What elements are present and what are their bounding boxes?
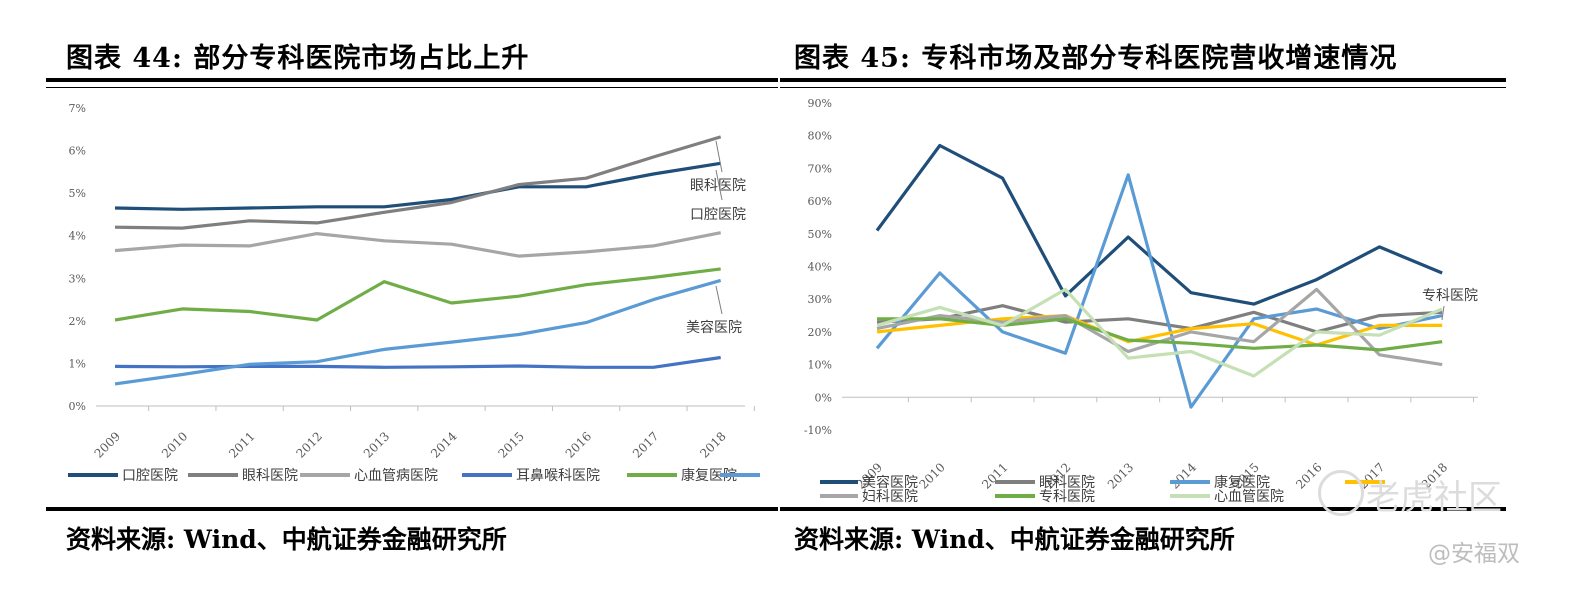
right-annotation-leader [1441, 305, 1445, 321]
left-y-tick-label: 6% [69, 145, 86, 158]
left-series-line-4 [114, 355, 721, 369]
right-legend-label: 妇科医院 [862, 488, 918, 505]
right-y-tick-label: 70% [808, 162, 832, 175]
right-legend-label: 康复医院 [1214, 474, 1270, 491]
right-y-tick-label: 30% [808, 293, 832, 306]
left-annotation-label: 口腔医院 [690, 207, 746, 223]
right-legend-label: 专科医院 [1039, 489, 1095, 505]
right-top-thin-rule [780, 87, 1506, 88]
left-series-line-3 [114, 231, 722, 258]
right-y-tick-label: 50% [808, 228, 832, 241]
left-x-tick-label: 2012 [294, 429, 325, 460]
left-series-line-5 [114, 267, 721, 322]
left-series-line-1 [114, 161, 721, 211]
left-y-tick-label: 2% [69, 315, 86, 328]
right-legend-label: 眼科医院 [1039, 475, 1095, 491]
left-legend-label: 耳鼻喉科医院 [516, 467, 600, 484]
watermark-text: 老虎社区 [1366, 478, 1502, 518]
left-y-tick-label: 4% [69, 230, 86, 243]
left-top-rule [46, 78, 778, 82]
left-x-tick-label: 2011 [226, 429, 257, 460]
watermark-logo-icon [1318, 470, 1364, 516]
left-x-tick-label: 2016 [563, 429, 594, 460]
left-legend-label: 心血管病医院 [354, 468, 438, 484]
left-y-tick-label: 5% [69, 187, 86, 200]
right-legend-label: 心血管医院 [1214, 489, 1284, 505]
left-series-line-2 [114, 135, 722, 230]
left-x-tick-label: 2018 [697, 429, 728, 460]
left-annotation-leader [715, 285, 723, 315]
left-legend-label: 康复医院 [681, 467, 737, 484]
left-legend-label: 眼科医院 [242, 468, 298, 484]
left-bottom-rule [46, 507, 778, 511]
right-bottom-rule [780, 507, 1506, 511]
left-x-tick-label: 2015 [495, 429, 526, 460]
right-y-tick-label: 40% [808, 261, 832, 274]
right-y-tick-label: 80% [808, 130, 832, 143]
left-x-tick-label: 2014 [428, 429, 460, 461]
left-source-note: 资料来源: Wind、中航证券金融研究所 [66, 525, 507, 554]
right-y-tick-label: 60% [808, 195, 832, 208]
right-top-rule [780, 78, 1506, 82]
left-x-tick-label: 2009 [92, 429, 123, 460]
left-top-thin-rule [46, 87, 778, 88]
left-series-line-6 [114, 278, 722, 386]
left-y-tick-label: 7% [69, 102, 86, 115]
left-y-tick-label: 3% [69, 272, 86, 285]
right-chart-panel: 图表 45: 专科市场及部分专科医院营收增速情况 资料来源: Wind、中航证券… [780, 0, 1592, 589]
right-source-note: 资料来源: Wind、中航证券金融研究所 [794, 525, 1235, 554]
left-y-tick-label: 1% [69, 357, 86, 370]
right-x-tick-label: 2010 [916, 460, 947, 491]
right-series-line-1 [875, 143, 1443, 306]
left-y-tick-label: 0% [69, 400, 86, 413]
left-annotation-label: 美容医院 [686, 319, 742, 336]
left-annotation-leader [715, 140, 723, 173]
right-series-line-6 [877, 317, 1443, 352]
left-legend-label: 口腔医院 [122, 468, 178, 484]
right-series-line-7 [876, 287, 1443, 378]
right-y-tick-label: 10% [808, 359, 832, 372]
left-x-tick-label: 2017 [630, 429, 661, 460]
left-chart-panel: 图表 44: 部分专科医院市场占比上升 资料来源: Wind、中航证券金融研究所 [0, 0, 780, 589]
right-x-tick-label: 2013 [1105, 460, 1136, 491]
left-chart-title: 图表 44: 部分专科医院市场占比上升 [66, 43, 530, 74]
left-x-tick-label: 2013 [361, 429, 392, 460]
watermark-handle: @安福双 [1428, 541, 1520, 567]
left-annotation-leader [715, 169, 723, 201]
right-series-line-3 [875, 173, 1443, 409]
right-x-tick-label: 2014 [1168, 460, 1200, 492]
right-annotation-label: 专科医院 [1422, 288, 1478, 304]
right-legend-label: 美容医院 [862, 474, 918, 491]
right-chart-title: 图表 45: 专科市场及部分专科医院营收增速情况 [794, 43, 1398, 74]
right-y-tick-label: 90% [808, 97, 832, 110]
left-annotation-label: 眼科医院 [690, 178, 746, 194]
right-x-tick-label: 2011 [979, 460, 1010, 491]
right-y-tick-label: -10% [804, 424, 832, 437]
left-x-tick-label: 2010 [159, 429, 190, 460]
right-y-tick-label: 20% [808, 326, 832, 339]
right-y-tick-label: 0% [815, 391, 832, 404]
